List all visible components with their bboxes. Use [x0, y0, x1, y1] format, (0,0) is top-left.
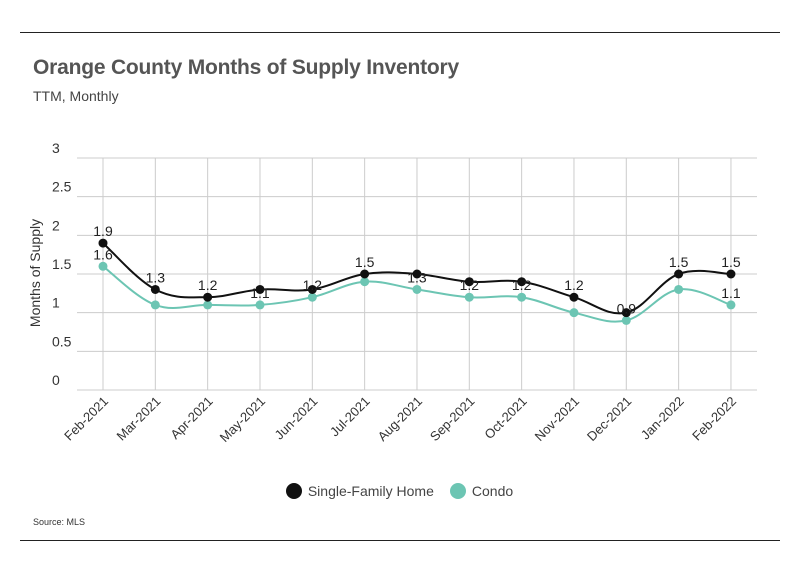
data-label-sfh: 1.5 — [355, 254, 375, 270]
data-point-sfh — [307, 284, 317, 294]
y-axis-ticks: 0 0.5 1 1.5 2 2.5 3 — [52, 140, 72, 388]
data-point-condo — [98, 261, 108, 271]
y-axis-label: Months of Supply — [27, 219, 43, 327]
data-point-condo — [569, 308, 579, 318]
data-label-condo: 1.1 — [721, 285, 741, 301]
legend-item-condo[interactable]: Condo — [449, 483, 514, 499]
data-label-condo: 1.1 — [250, 285, 270, 301]
series-layer — [98, 238, 736, 325]
legend-label-condo: Condo — [471, 483, 514, 499]
data-label-condo: 1.2 — [512, 277, 532, 293]
x-tick-label: Nov-2021 — [532, 394, 582, 444]
y-tick-label: 2 — [52, 217, 60, 233]
data-point-condo — [621, 315, 631, 325]
data-label-condo: 1.2 — [460, 277, 480, 293]
source-note: Source: MLS — [33, 517, 86, 527]
data-point-condo — [360, 277, 370, 287]
legend: Single-Family Home Condo — [0, 483, 799, 499]
data-point-condo — [412, 284, 422, 294]
top-rule — [20, 32, 780, 33]
y-tick-label: 3 — [52, 140, 60, 156]
data-point-sfh — [203, 292, 213, 302]
chart-title: Orange County Months of Supply Inventory — [33, 56, 460, 79]
y-tick-label: 1 — [52, 295, 60, 311]
y-tick-label: 0.5 — [52, 333, 72, 349]
data-point-sfh — [726, 269, 736, 279]
data-label-condo: 1.2 — [303, 277, 323, 293]
data-point-sfh — [360, 269, 370, 279]
y-tick-label: 0 — [52, 372, 60, 388]
data-point-condo — [150, 300, 160, 310]
data-point-condo — [464, 292, 474, 302]
data-point-condo — [307, 292, 317, 302]
x-tick-label: Aug-2021 — [375, 394, 425, 444]
bottom-rule — [20, 540, 780, 541]
y-tick-label: 1.5 — [52, 256, 72, 272]
chart-subtitle: TTM, Monthly — [33, 88, 119, 104]
x-tick-label: Dec-2021 — [584, 394, 634, 444]
x-tick-label: May-2021 — [217, 394, 268, 445]
legend-swatch-condo — [449, 483, 466, 499]
x-tick-label: Oct-2021 — [481, 394, 529, 442]
data-point-sfh — [674, 269, 684, 279]
data-label-condo: 0.9 — [617, 300, 637, 316]
data-label-sfh: 1.3 — [146, 269, 166, 285]
data-point-sfh — [569, 292, 579, 302]
data-point-condo — [674, 284, 684, 294]
x-tick-label: Apr-2021 — [167, 394, 215, 442]
x-tick-label: Jul-2021 — [327, 394, 373, 440]
data-point-condo — [255, 300, 265, 310]
x-tick-label: Sep-2021 — [427, 394, 477, 444]
data-point-sfh — [412, 269, 422, 279]
data-point-sfh — [98, 238, 108, 248]
data-label-condo: 1.3 — [407, 269, 427, 285]
x-tick-label: Feb-2021 — [61, 394, 111, 444]
data-label-sfh: 1.5 — [669, 254, 689, 270]
x-tick-label: Mar-2021 — [114, 394, 164, 444]
grid-lines — [77, 157, 757, 391]
x-axis-ticks: Feb-2021 Mar-2021 Apr-2021 May-2021 Jun-2021… — [61, 394, 739, 445]
data-point-sfh — [255, 284, 265, 294]
data-labels-layer: 1.9 1.3 1.2 1.5 1.2 1.5 1.5 1.6 1.1 1.2 1.3 1.2 1.2 0… — [93, 223, 741, 316]
data-point-condo — [203, 300, 213, 310]
x-tick-label: Jun-2021 — [271, 394, 320, 443]
x-tick-label: Jan-2022 — [638, 394, 687, 443]
data-label-sfh: 1.2 — [564, 277, 584, 293]
legend-label-sfh: Single-Family Home — [307, 483, 434, 499]
data-point-sfh — [517, 277, 527, 287]
data-point-condo — [517, 292, 527, 302]
x-tick-label: Feb-2022 — [689, 394, 739, 444]
data-point-sfh — [150, 284, 160, 294]
data-label-sfh: 1.5 — [721, 254, 741, 270]
data-point-condo — [726, 300, 736, 310]
legend-item-sfh[interactable]: Single-Family Home — [285, 483, 434, 499]
data-label-sfh: 1.2 — [198, 277, 218, 293]
legend-swatch-sfh — [285, 483, 302, 499]
y-tick-label: 2.5 — [52, 179, 72, 195]
data-label-condo: 1.6 — [93, 246, 113, 262]
data-point-sfh — [464, 277, 474, 287]
data-point-sfh — [621, 308, 631, 318]
data-label-sfh: 1.9 — [93, 223, 113, 239]
